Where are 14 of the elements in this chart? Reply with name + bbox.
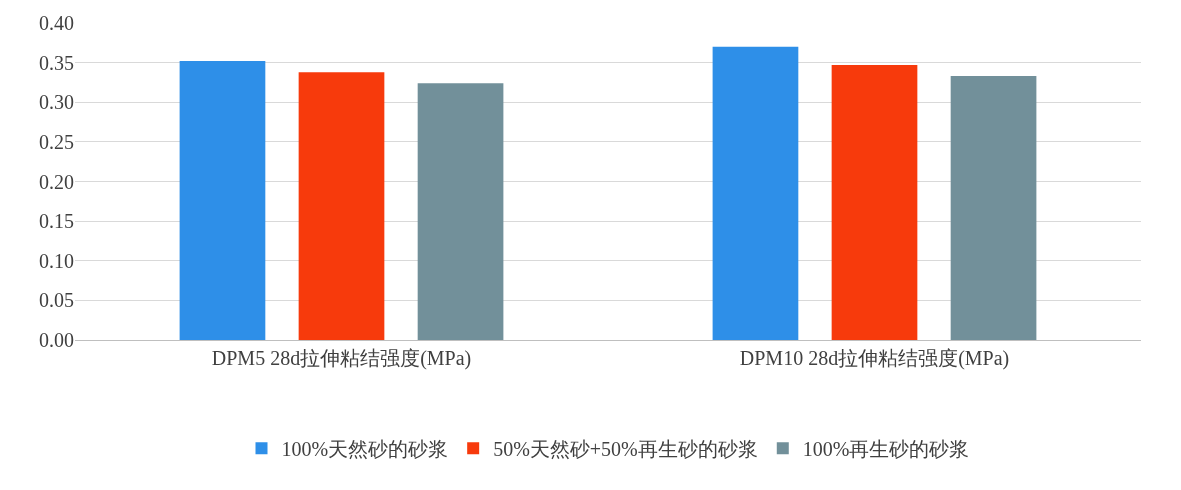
y-tick-label: 0.10 bbox=[39, 249, 74, 272]
y-tick-label: 0.00 bbox=[39, 329, 74, 351]
legend-label: 100%天然砂的砂浆 bbox=[281, 438, 449, 461]
y-tick-label: 0.30 bbox=[39, 91, 74, 114]
y-tick-label: 0.05 bbox=[39, 289, 74, 312]
legend-label: 100%再生砂的砂浆 bbox=[802, 438, 970, 461]
x-tick-label: DPM5 28d拉伸粘结强度(MPa) bbox=[211, 347, 472, 370]
y-tick-label: 0.40 bbox=[39, 12, 74, 34]
y-tick-label: 0.20 bbox=[39, 170, 74, 193]
y-tick-label: 0.25 bbox=[39, 130, 74, 153]
x-tick-label: DPM10 28d拉伸粘结强度(MPa) bbox=[739, 347, 1010, 370]
y-tick-label: 0.15 bbox=[39, 210, 74, 233]
legend-label: 50%天然砂+50%再生砂的砂浆 bbox=[493, 438, 758, 461]
y-tick-label: 0.35 bbox=[39, 51, 74, 74]
